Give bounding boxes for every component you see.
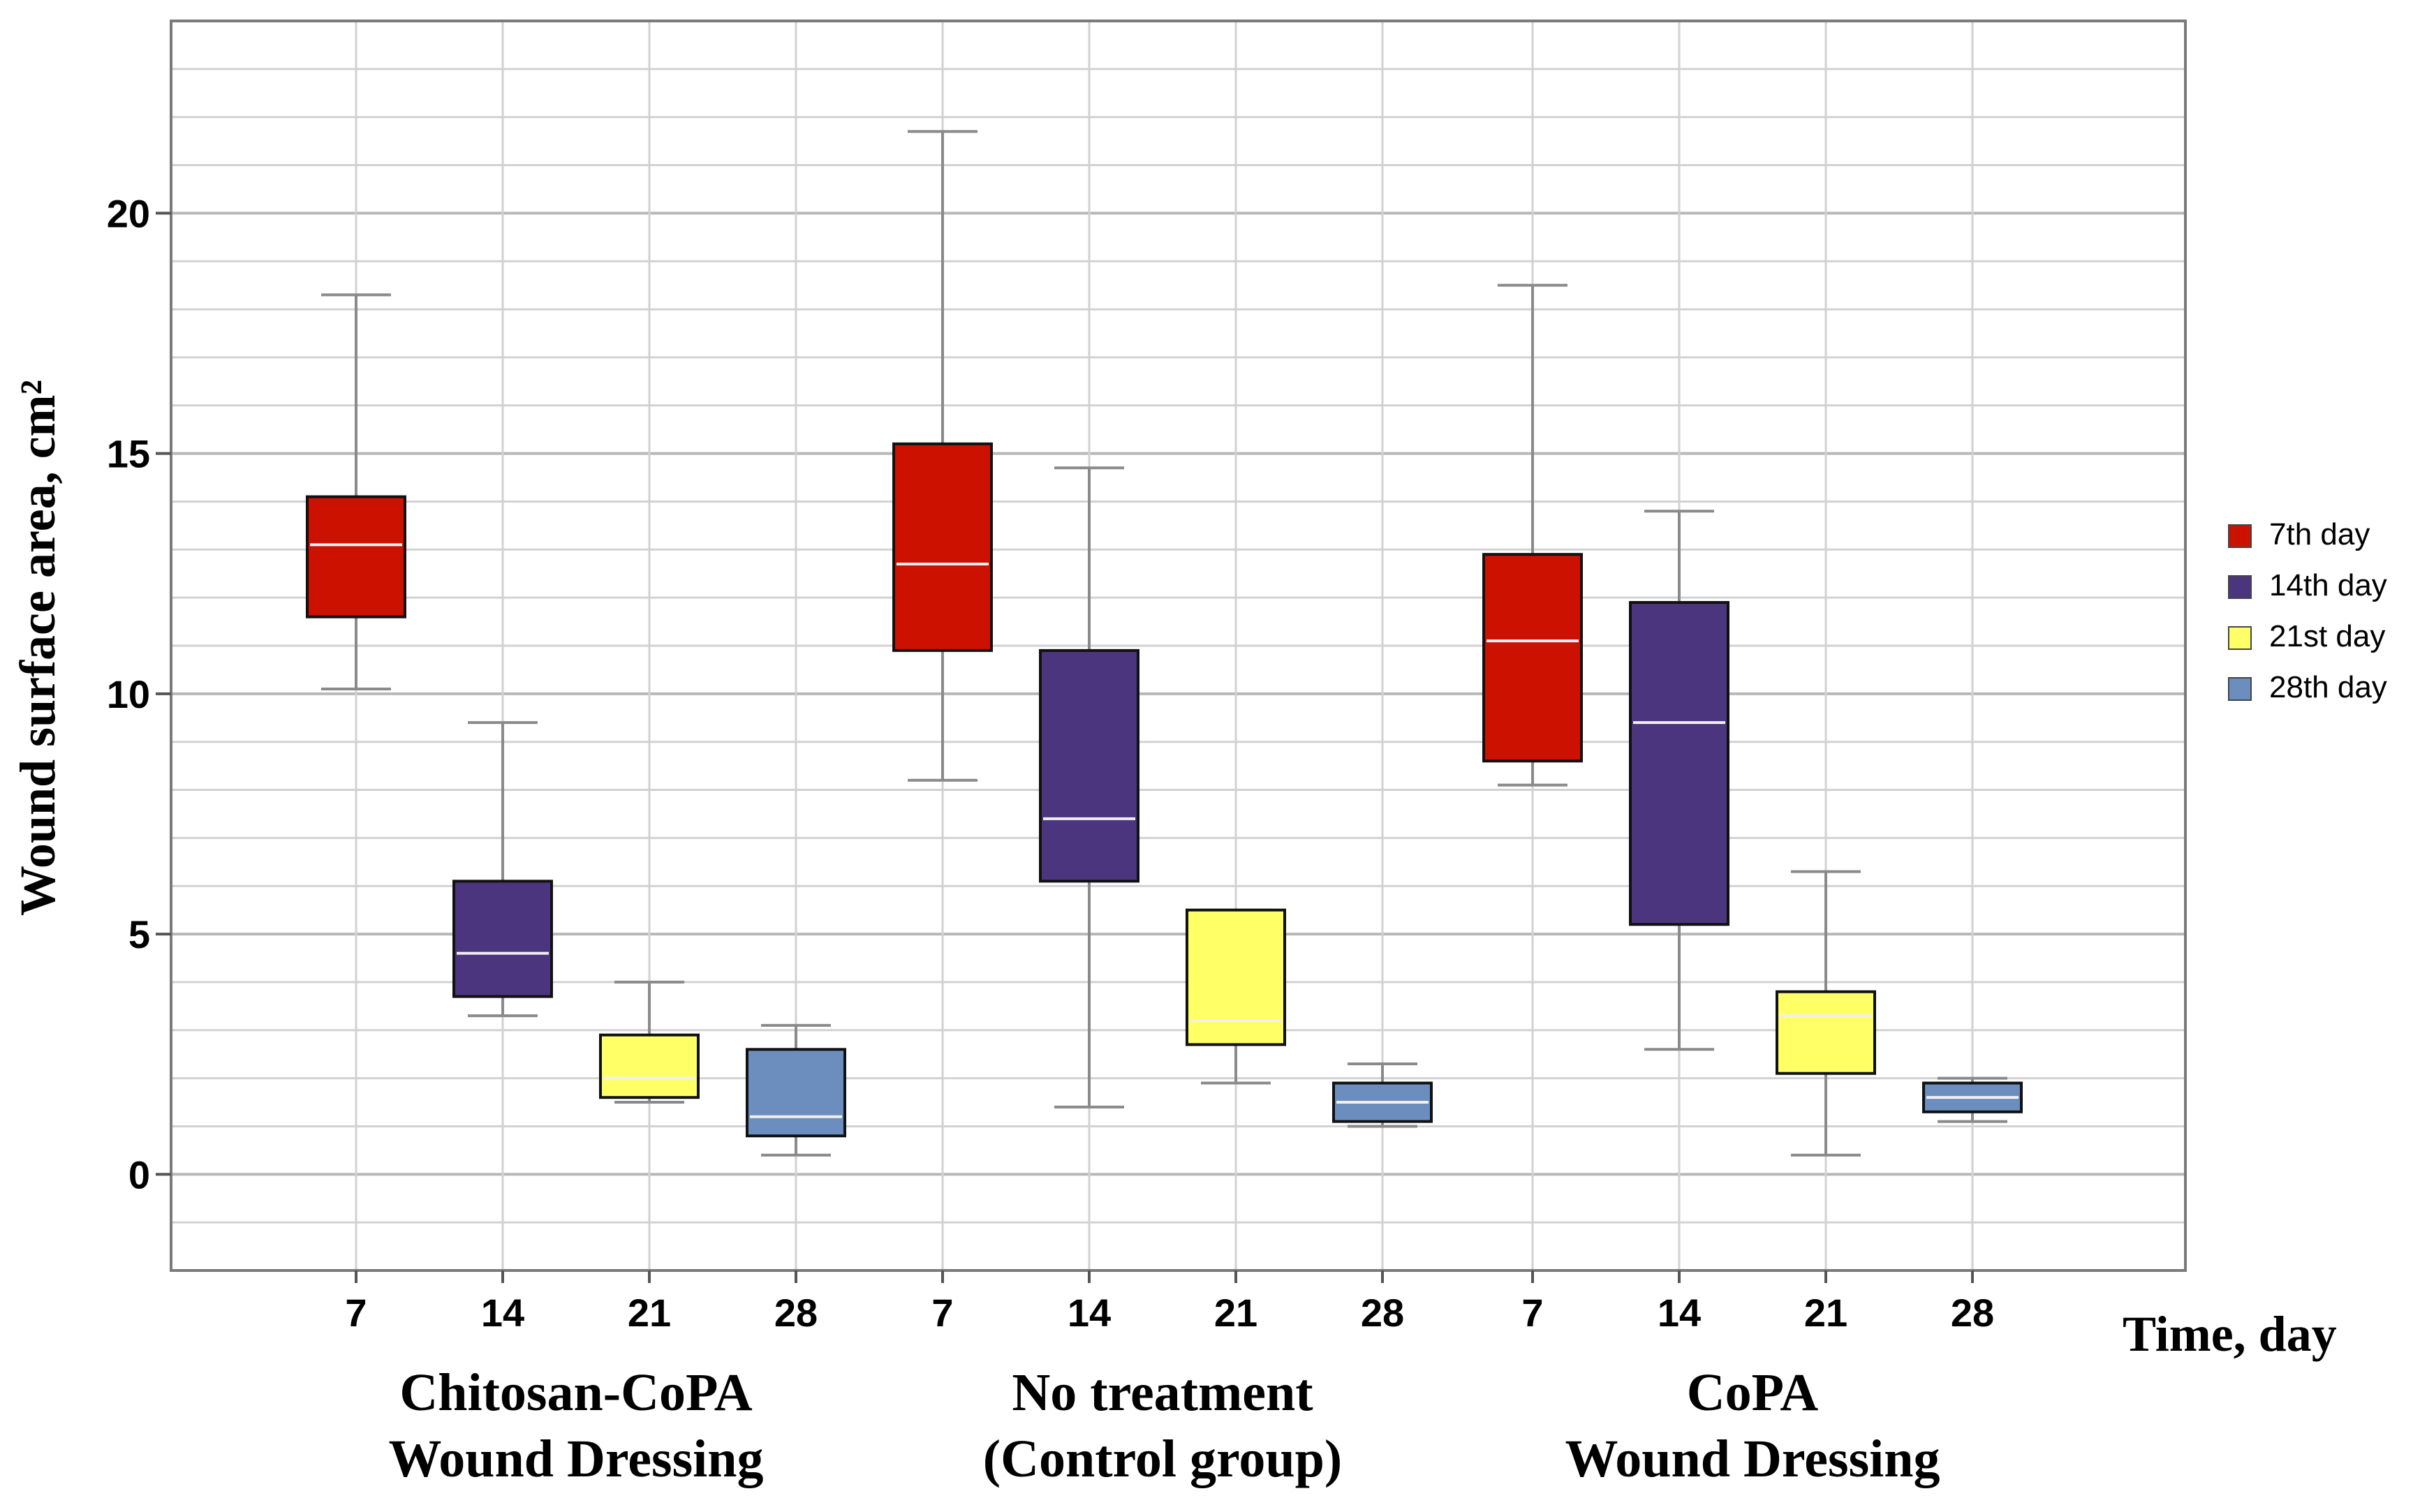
group-label-line: No treatment — [1012, 1363, 1313, 1422]
legend-label: 7th day — [2269, 517, 2370, 551]
box-no-treatment-day-21 — [1186, 908, 1286, 1046]
legend-label: 28th day — [2269, 670, 2387, 704]
box-copa-day-21 — [1776, 990, 1876, 1075]
box-copa-day-14 — [1629, 601, 1729, 926]
plot-frame — [170, 20, 2187, 1272]
box-no-treatment-day-7 — [892, 442, 993, 652]
grid — [171, 20, 2185, 1270]
group-label-line: Wound Dressing — [1565, 1430, 1940, 1488]
box-no-treatment-day-14 — [1039, 648, 1139, 883]
group-label-line: Chitosan-CoPA — [399, 1363, 752, 1422]
x-tick-label: 21 — [628, 1291, 671, 1335]
x-axis-ticks: 7 14 21 28 7 14 21 28 7 14 21 28 — [345, 1270, 1994, 1335]
legend: 7th day 14th day 21st day 28th day — [2228, 517, 2387, 704]
x-tick-label: 21 — [1214, 1291, 1257, 1335]
x-tick-label: 21 — [1804, 1291, 1847, 1335]
legend-label: 21st day — [2269, 619, 2385, 653]
legend-swatch — [2228, 626, 2252, 650]
x-tick-label: 14 — [1068, 1291, 1111, 1335]
box-chitosan-copa-day-28 — [746, 1048, 846, 1138]
x-tick-label: 28 — [1361, 1291, 1404, 1335]
x-tick-label: 7 — [1521, 1291, 1543, 1335]
x-tick-label: 14 — [481, 1291, 524, 1335]
box-chitosan-copa-day-14 — [452, 880, 553, 998]
box-copa-day-7 — [1482, 553, 1583, 763]
legend-swatch — [2228, 524, 2252, 548]
y-axis-ticks: 0 5 10 15 20 — [107, 191, 171, 1196]
x-tick-label: 14 — [1658, 1291, 1701, 1335]
box-chitosan-copa-day-21 — [599, 1033, 700, 1099]
boxes — [306, 442, 2023, 1138]
x-tick-label: 7 — [345, 1291, 367, 1335]
whiskers — [321, 130, 2007, 1157]
group-label-line: CoPA — [1687, 1363, 1819, 1422]
x-tick-label: 7 — [931, 1291, 953, 1335]
group-labels: Chitosan-CoPA Wound Dressing No treatment (… — [388, 1363, 1940, 1488]
x-tick-label: 28 — [1951, 1291, 1994, 1335]
group-label-line: (Control group) — [983, 1430, 1342, 1488]
legend-swatch — [2228, 677, 2252, 701]
group-label-line: Wound Dressing — [388, 1430, 763, 1488]
box-chitosan-copa-day-7 — [306, 495, 406, 618]
y-tick-label: 20 — [107, 191, 150, 235]
y-tick-label: 15 — [107, 432, 150, 476]
x-tick-label: 28 — [774, 1291, 818, 1335]
legend-label: 14th day — [2269, 568, 2387, 602]
y-axis-label: Wound surface area, cm² — [10, 380, 66, 916]
y-tick-label: 5 — [128, 912, 150, 956]
y-tick-label: 0 — [128, 1152, 150, 1196]
legend-swatch — [2228, 575, 2252, 599]
y-tick-label: 10 — [107, 672, 150, 716]
x-axis-label: Time, day — [2123, 1306, 2337, 1362]
